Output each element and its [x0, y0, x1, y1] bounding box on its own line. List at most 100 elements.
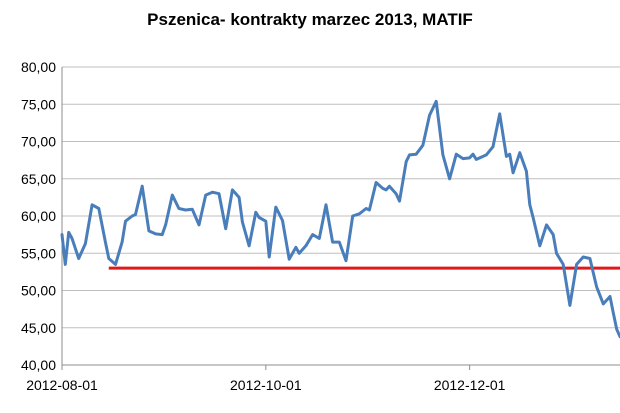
data-point: [267, 255, 271, 259]
data-point: [70, 237, 74, 240]
data-point: [247, 244, 251, 247]
y-tick-label: 70,00: [21, 134, 56, 150]
data-point: [358, 212, 361, 215]
data-point: [505, 155, 508, 158]
data-point: [154, 232, 157, 236]
data-point: [525, 170, 528, 173]
x-tick-labels: 2012-08-01 2012-10-01 2012-12-01: [26, 377, 505, 393]
y-tick-labels: 80,00 75,00 70,00 65,00 60,00 55,00 50,00 45,00…: [21, 59, 56, 373]
data-point: [475, 158, 478, 161]
data-point: [528, 203, 531, 207]
data-point: [582, 255, 585, 259]
data-point: [274, 205, 278, 209]
data-point: [304, 244, 308, 247]
y-tick-label: 45,00: [21, 320, 56, 336]
data-point: [384, 188, 388, 192]
data-point: [114, 263, 117, 266]
data-point: [351, 214, 354, 218]
data-point: [171, 193, 174, 197]
x-tick-label: 2012-12-01: [434, 377, 506, 393]
y-tick-label: 80,00: [21, 59, 56, 75]
data-point: [134, 213, 137, 216]
data-point: [120, 240, 124, 244]
data-point: [374, 181, 378, 184]
series-layer: [60, 99, 620, 339]
data-point: [324, 203, 328, 207]
data-point: [612, 311, 615, 315]
data-point: [404, 160, 408, 163]
data-point: [177, 207, 181, 210]
axes: [61, 67, 620, 370]
data-point: [318, 237, 321, 240]
data-point: [538, 244, 542, 247]
y-tick-label: 75,00: [21, 96, 56, 112]
data-point: [441, 153, 445, 157]
chart-title: Pszenica- kontrakty marzec 2013, MATIF: [147, 10, 473, 29]
data-point: [388, 185, 391, 188]
data-point: [608, 295, 612, 298]
y-tick-label: 65,00: [21, 171, 56, 187]
data-point: [298, 252, 301, 255]
data-point: [508, 152, 511, 156]
data-point: [595, 285, 598, 288]
data-point: [184, 208, 187, 212]
data-point: [408, 153, 411, 157]
data-point: [561, 263, 565, 266]
data-point: [471, 152, 475, 156]
data-point: [368, 208, 371, 212]
data-point: [67, 231, 70, 234]
data-point: [344, 259, 348, 262]
data-point: [421, 144, 425, 147]
data-point: [414, 152, 418, 156]
data-point: [104, 240, 107, 244]
data-point: [602, 302, 605, 306]
data-point: [518, 151, 521, 154]
data-point: [241, 220, 244, 224]
data-point: [455, 152, 458, 156]
data-point: [288, 258, 291, 261]
data-point: [281, 219, 284, 222]
data-point: [84, 242, 87, 245]
data-point: [257, 216, 261, 219]
data-point: [381, 187, 384, 190]
data-point: [204, 193, 207, 197]
data-point: [211, 190, 214, 194]
data-point: [147, 229, 151, 233]
data-point: [130, 214, 134, 218]
data-point: [107, 257, 110, 260]
data-point: [428, 114, 431, 117]
data-point: [575, 263, 578, 266]
y-tick-label: 55,00: [21, 245, 56, 261]
data-point: [468, 156, 471, 160]
data-point: [254, 211, 257, 214]
data-point: [588, 257, 592, 260]
data-point: [97, 207, 100, 210]
data-point: [511, 171, 515, 174]
data-point: [331, 240, 334, 244]
data-point: [77, 257, 80, 260]
data-point: [161, 233, 164, 236]
data-point: [294, 246, 298, 249]
series-line: [60, 99, 620, 339]
data-point: [140, 185, 144, 188]
data-point: [478, 156, 481, 160]
data-point: [311, 233, 314, 236]
data-point: [555, 252, 558, 255]
data-point: [435, 100, 438, 103]
data-point: [164, 223, 167, 227]
data-point: [485, 153, 488, 157]
data-point: [398, 199, 401, 203]
y-tick-label: 50,00: [21, 283, 56, 299]
data-point: [568, 304, 572, 307]
data-point: [90, 203, 94, 207]
y-tick-label: 40,00: [21, 357, 56, 373]
data-point: [231, 188, 234, 192]
data-point: [615, 328, 618, 331]
data-point: [64, 263, 67, 266]
data-point: [448, 177, 451, 180]
y-tick-label: 60,00: [21, 208, 56, 224]
data-point: [217, 192, 221, 195]
data-point: [531, 216, 535, 219]
data-point: [60, 233, 64, 236]
